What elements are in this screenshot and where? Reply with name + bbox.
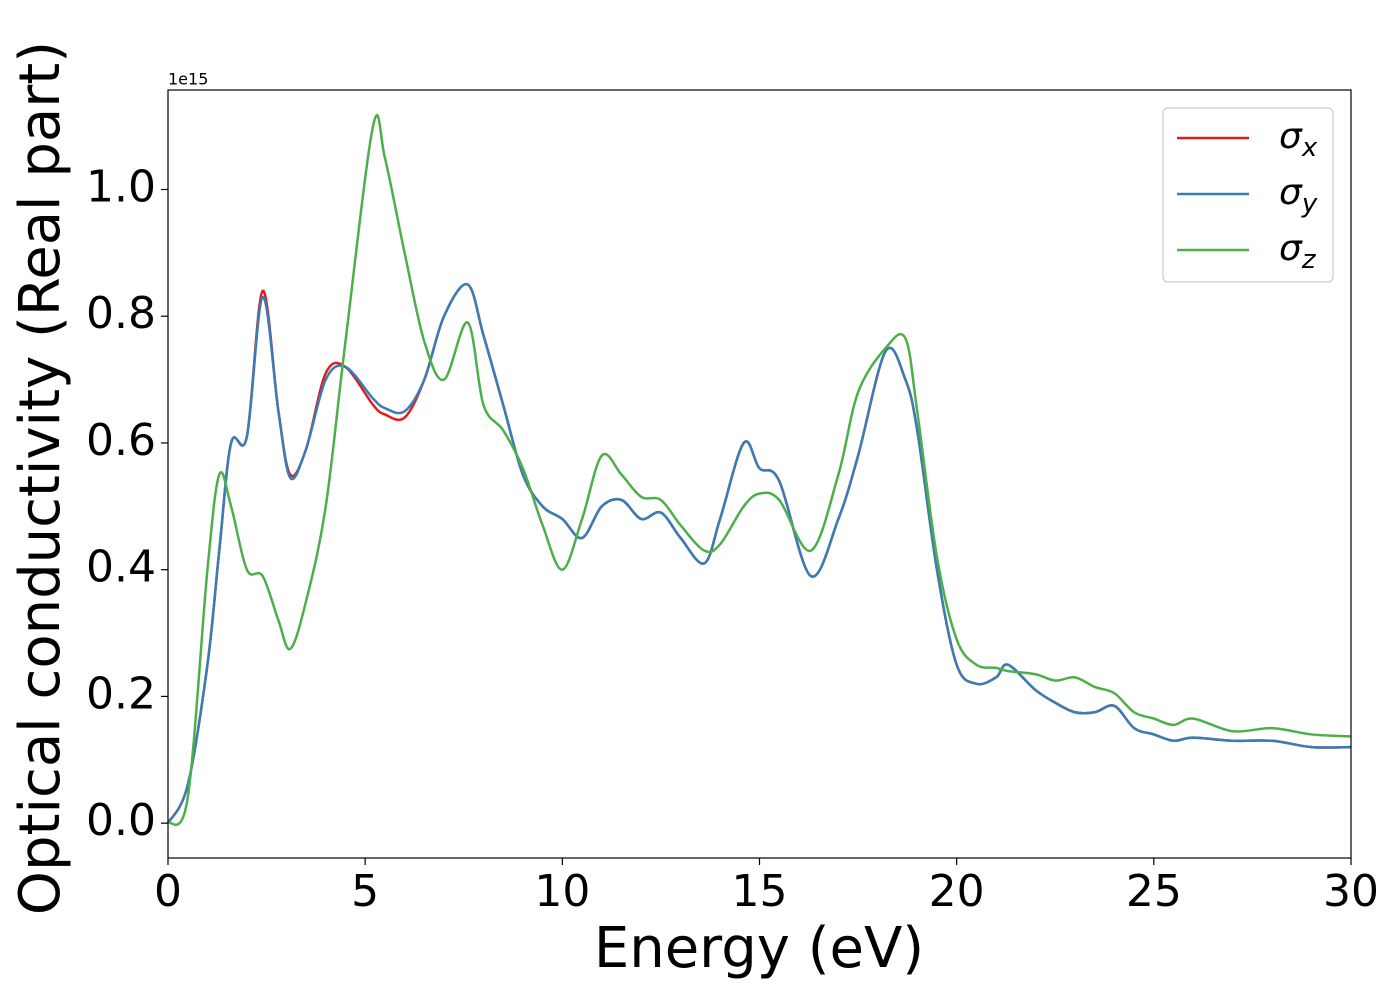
data-line	[166, 283, 1352, 824]
x-tick-label: 0	[154, 866, 182, 917]
y-tick-label: 0.8	[86, 288, 156, 339]
data-line	[166, 283, 1352, 824]
y-tick-label: 0.6	[86, 415, 156, 466]
y-tick-label: 1.0	[86, 161, 156, 212]
y-axis-label: Optical conductivity (Real part)	[8, 41, 73, 915]
x-tick-label: 5	[351, 866, 379, 917]
x-tick-label: 15	[732, 866, 788, 917]
offset-label: 1e15	[168, 70, 208, 89]
data-line	[167, 114, 1352, 826]
plot-frame	[167, 89, 1352, 859]
legend-label: σy	[1279, 172, 1318, 219]
legend-label: σz	[1279, 228, 1317, 275]
y-tick-label: 0.0	[86, 795, 156, 846]
y-tick-label: 0.4	[86, 542, 156, 593]
x-tick-label: 20	[929, 866, 985, 917]
legend-label: σx	[1279, 116, 1318, 163]
x-tick-label: 25	[1126, 866, 1182, 917]
x-tick-label: 30	[1323, 866, 1379, 917]
x-tick-label: 10	[534, 866, 590, 917]
y-tick-label: 0.2	[86, 668, 156, 719]
x-axis-label: Energy (eV)	[594, 916, 924, 981]
